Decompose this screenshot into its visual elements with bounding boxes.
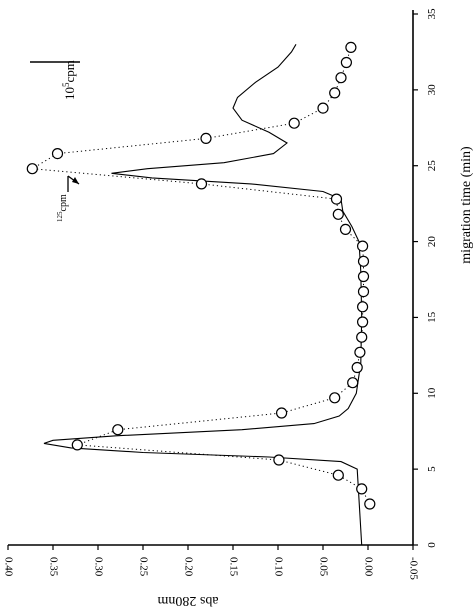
y-axis: -0.05 0.00 0.05 0.10 0.15 0.20 0.25 0.30 0.35 0.4… bbox=[2, 545, 419, 580]
arrowhead bbox=[72, 177, 79, 184]
y-tick-label: 0.20 bbox=[182, 557, 194, 577]
x-tick-label: 15 bbox=[426, 311, 438, 323]
plot-frame bbox=[8, 10, 414, 546]
scale-bar-number: 10 bbox=[62, 87, 77, 100]
data-point bbox=[339, 223, 352, 235]
data-point bbox=[357, 286, 370, 298]
data-point bbox=[112, 424, 124, 436]
data-point bbox=[288, 117, 300, 129]
data-point bbox=[357, 270, 370, 283]
data-point bbox=[356, 331, 368, 343]
x-axis: 0 5 10 15 20 25 30 35 bbox=[413, 8, 438, 548]
y-tick-label: 0.15 bbox=[227, 557, 239, 577]
x-tick-label: 5 bbox=[426, 466, 438, 472]
y-tick-label: 0.25 bbox=[137, 557, 149, 577]
y-tick-label: 0.30 bbox=[92, 557, 104, 577]
data-point bbox=[329, 392, 341, 404]
data-point bbox=[345, 41, 357, 54]
x-tick-label: 30 bbox=[426, 84, 438, 96]
svg-text:125cpm: 125cpm bbox=[56, 194, 69, 222]
x-tick-label: 10 bbox=[426, 387, 438, 399]
series-layer bbox=[26, 41, 376, 546]
data-point bbox=[364, 498, 376, 510]
data-point bbox=[273, 454, 285, 466]
cpm-label: cpm bbox=[58, 194, 69, 211]
scale-bar-unit: cpm bbox=[62, 60, 77, 82]
x-tick-label: 25 bbox=[426, 160, 438, 172]
series-line-absorbance bbox=[43, 44, 363, 546]
data-point bbox=[329, 87, 341, 99]
svg-text:105cpm: 105cpm bbox=[61, 60, 77, 100]
data-point bbox=[357, 255, 370, 267]
data-point bbox=[340, 56, 352, 69]
y-tick-label: 0.00 bbox=[362, 557, 374, 577]
data-point bbox=[357, 301, 369, 313]
y-tick-label: -0.05 bbox=[407, 557, 419, 580]
data-point bbox=[71, 439, 83, 451]
data-point bbox=[317, 102, 329, 114]
y-tick-label: 0.35 bbox=[47, 557, 59, 577]
data-point bbox=[335, 72, 347, 84]
series-line-cpm bbox=[30, 47, 371, 505]
data-point bbox=[354, 346, 366, 358]
data-point bbox=[200, 132, 212, 144]
data-point bbox=[332, 208, 344, 220]
data-point bbox=[330, 193, 343, 205]
data-point bbox=[26, 163, 38, 175]
data-point bbox=[357, 316, 369, 328]
cpm-isotope: 125 bbox=[56, 211, 64, 222]
data-point bbox=[347, 377, 359, 389]
x-tick-label: 0 bbox=[426, 542, 438, 548]
data-point bbox=[332, 469, 344, 481]
y-tick-label: 0.10 bbox=[272, 557, 284, 577]
data-point bbox=[276, 407, 288, 419]
data-point bbox=[357, 240, 369, 252]
cpm-arrow-annotation: 125cpm bbox=[56, 175, 80, 222]
y-tick-label: 0.40 bbox=[2, 557, 14, 577]
data-point bbox=[351, 361, 363, 374]
x-tick-label: 35 bbox=[426, 8, 438, 20]
x-tick-label: 20 bbox=[426, 236, 438, 248]
x-axis-label: migration time (min) bbox=[459, 146, 474, 264]
data-point bbox=[195, 178, 208, 190]
data-point bbox=[356, 483, 368, 495]
y-axis-label: abs 280nm bbox=[157, 593, 218, 608]
scale-bar-exponent: 5 bbox=[61, 82, 71, 87]
scale-bar-annotation: 105cpm bbox=[30, 60, 80, 100]
data-point bbox=[51, 148, 64, 160]
y-tick-label: 0.05 bbox=[317, 557, 329, 577]
